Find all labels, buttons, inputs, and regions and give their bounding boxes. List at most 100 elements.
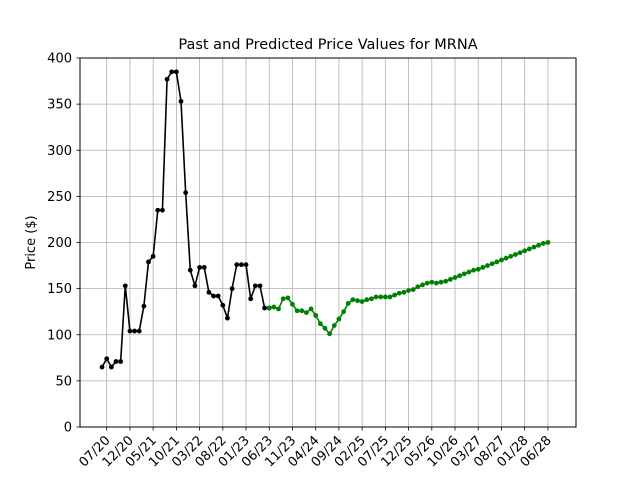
data-point (257, 283, 263, 289)
data-point (187, 267, 193, 273)
data-point (211, 293, 216, 299)
data-point (225, 315, 230, 321)
data-point (345, 300, 351, 306)
data-point (424, 280, 430, 286)
data-point (243, 262, 249, 268)
data-point (155, 207, 161, 213)
data-point (229, 286, 235, 292)
data-point (127, 328, 133, 334)
data-point (201, 265, 207, 270)
data-point (540, 241, 546, 246)
data-point (406, 288, 411, 293)
data-point (485, 263, 490, 268)
y-tick-label: 0 (64, 421, 72, 436)
data-point (475, 266, 481, 272)
data-point (517, 250, 523, 256)
data-point (341, 309, 346, 315)
data-point (480, 265, 486, 270)
data-point (382, 294, 388, 300)
data-point (262, 305, 268, 311)
data-point (466, 269, 472, 275)
data-point (447, 277, 453, 282)
data-point (392, 292, 398, 298)
y-tick-label: 200 (47, 236, 72, 251)
data-point (434, 280, 439, 286)
data-point (146, 259, 151, 265)
y-tick-label: 150 (47, 282, 72, 297)
data-point (169, 69, 175, 75)
y-tick-label: 350 (47, 98, 72, 113)
data-point (457, 273, 463, 279)
data-point (373, 294, 379, 300)
data-point (503, 255, 509, 261)
data-point (290, 301, 295, 307)
data-point (410, 287, 416, 292)
series-past (99, 69, 272, 370)
data-point (526, 246, 532, 252)
data-point (489, 261, 495, 267)
data-point (508, 253, 514, 259)
data-point (294, 308, 300, 314)
data-point (378, 294, 384, 300)
data-point (452, 275, 458, 280)
data-point (276, 306, 281, 312)
data-point (438, 279, 444, 285)
data-point (313, 312, 319, 318)
data-point (536, 242, 542, 248)
data-point (248, 296, 254, 302)
y-tick-label: 400 (47, 52, 72, 67)
data-point (173, 69, 179, 75)
data-point (197, 265, 202, 270)
data-point (299, 308, 305, 314)
data-point (215, 293, 221, 299)
data-point (522, 248, 528, 254)
series-predicted (266, 240, 551, 337)
data-point (164, 76, 170, 82)
data-point (132, 328, 137, 334)
data-point (113, 359, 119, 364)
data-point (364, 297, 370, 303)
chart-title: Past and Predicted Price Values for MRNA (178, 37, 477, 53)
data-point (494, 259, 500, 265)
data-point (118, 359, 124, 364)
data-point (531, 244, 537, 250)
data-point (420, 282, 425, 288)
data-point (178, 98, 184, 104)
y-tick-label: 50 (55, 374, 72, 389)
data-point (285, 295, 291, 301)
data-point (183, 190, 189, 196)
data-point (415, 284, 421, 290)
data-point (331, 323, 337, 328)
data-point (499, 257, 504, 263)
series-group (99, 69, 551, 370)
data-point (136, 328, 142, 334)
data-point (304, 310, 309, 316)
data-point (369, 296, 374, 302)
y-tick-label: 250 (47, 190, 72, 205)
data-point (461, 271, 467, 277)
data-point (359, 299, 365, 304)
data-point (99, 364, 105, 370)
data-point (192, 283, 198, 289)
data-point (271, 304, 277, 310)
data-point (206, 289, 212, 295)
data-point (104, 356, 110, 362)
data-point (266, 305, 272, 311)
data-point (234, 262, 240, 268)
data-point (160, 207, 165, 213)
data-point (322, 325, 328, 331)
data-point (443, 278, 449, 284)
data-point (327, 331, 333, 337)
data-point (387, 294, 393, 300)
data-point (471, 267, 476, 273)
data-point (280, 296, 286, 302)
data-point (317, 321, 323, 327)
data-point (396, 290, 402, 296)
data-point (220, 302, 226, 308)
data-point (238, 262, 244, 268)
data-point (350, 297, 356, 303)
data-point (252, 283, 258, 289)
data-point (108, 364, 114, 370)
